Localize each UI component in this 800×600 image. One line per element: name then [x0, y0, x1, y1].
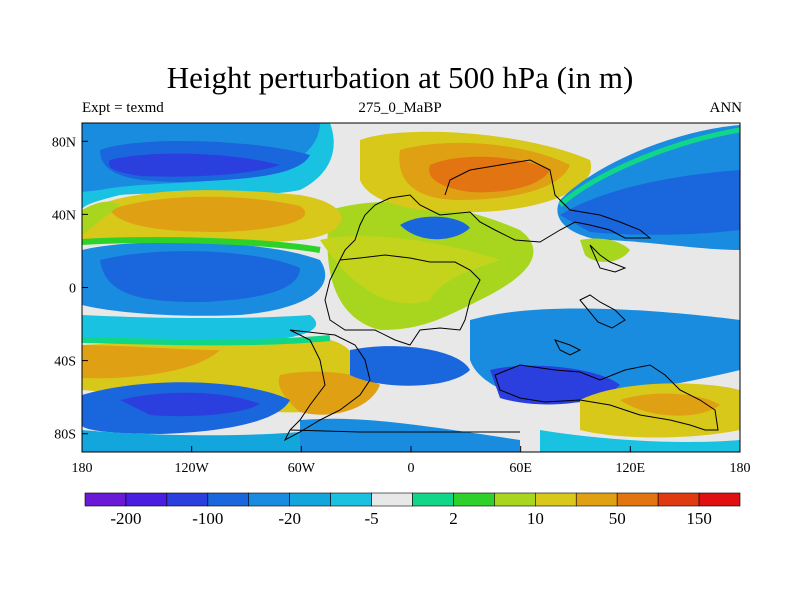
colorbar-swatch	[371, 492, 413, 507]
x-tick-label: 60W	[288, 461, 316, 476]
experiment-label: Expt = texmd	[82, 100, 164, 116]
colorbar-swatch	[657, 492, 700, 507]
x-tick-label: 120W	[175, 461, 210, 476]
colorbar-label: -5	[364, 509, 378, 528]
x-tick-label: 60E	[509, 461, 532, 476]
colorbar-swatch	[412, 492, 454, 507]
colorbar-swatch	[84, 492, 127, 507]
colorbar-swatch	[248, 492, 290, 507]
x-tick-label: 0	[408, 461, 415, 476]
africa-coast	[324, 254, 481, 346]
y-tick-label: 40N	[52, 208, 76, 223]
colorbar-swatch	[166, 492, 209, 507]
indonesia-coast	[579, 294, 626, 329]
colorbar-label: 2	[449, 509, 458, 528]
colorbar-label: -100	[192, 509, 223, 528]
y-tick-label: 80N	[52, 135, 76, 150]
colorbar-swatch	[289, 492, 331, 507]
colorbar-swatch	[616, 492, 659, 507]
colorbar-label: 10	[527, 509, 544, 528]
tropical-pacific-low	[100, 251, 300, 302]
colorbar-label: 50	[609, 509, 626, 528]
colorbar-label: 150	[686, 509, 712, 528]
colorbar: -200 -100 -20 -5 2 10 50 150	[84, 492, 741, 528]
season-label: ANN	[709, 100, 743, 116]
contour-field	[82, 123, 740, 452]
y-tick-label: 80S	[54, 428, 76, 443]
y-tick-label: 0	[69, 282, 76, 297]
colorbar-swatch	[207, 492, 250, 507]
x-tick-label: 180	[72, 461, 93, 476]
colorbar-swatch	[575, 492, 618, 507]
colorbar-swatch	[535, 492, 577, 507]
x-tick-label: 120E	[616, 461, 646, 476]
time-label: 275_0_MaBP	[358, 100, 442, 116]
colorbar-label: -20	[278, 509, 301, 528]
colorbar-swatch	[453, 492, 495, 507]
colorbar-swatch	[125, 492, 168, 507]
north-pacific-low	[108, 153, 280, 177]
eurasia-coast	[339, 159, 652, 261]
coastlines	[283, 159, 719, 442]
south-america-coast	[283, 329, 371, 442]
x-axis: 180 120W 60W 0 60E 120E 180	[72, 446, 751, 476]
colorbar-label: -200	[110, 509, 141, 528]
south-atlantic-positive	[278, 371, 380, 415]
antarctica-coast	[494, 364, 719, 431]
colorbar-swatch	[698, 492, 741, 507]
north-midlat-positive	[110, 196, 306, 232]
japan-coast	[589, 244, 627, 273]
east-asia-low	[560, 170, 740, 235]
colorbar-swatch	[330, 492, 372, 507]
colorbar-swatch	[494, 492, 536, 507]
x-tick-label: 180	[730, 461, 751, 476]
plot-title: Height perturbation at 500 hPa (in m)	[166, 60, 634, 95]
y-tick-label: 40S	[54, 355, 76, 370]
eurasia-high	[429, 156, 550, 193]
y-axis: 80N 40N 0 40S 80S	[52, 135, 88, 443]
